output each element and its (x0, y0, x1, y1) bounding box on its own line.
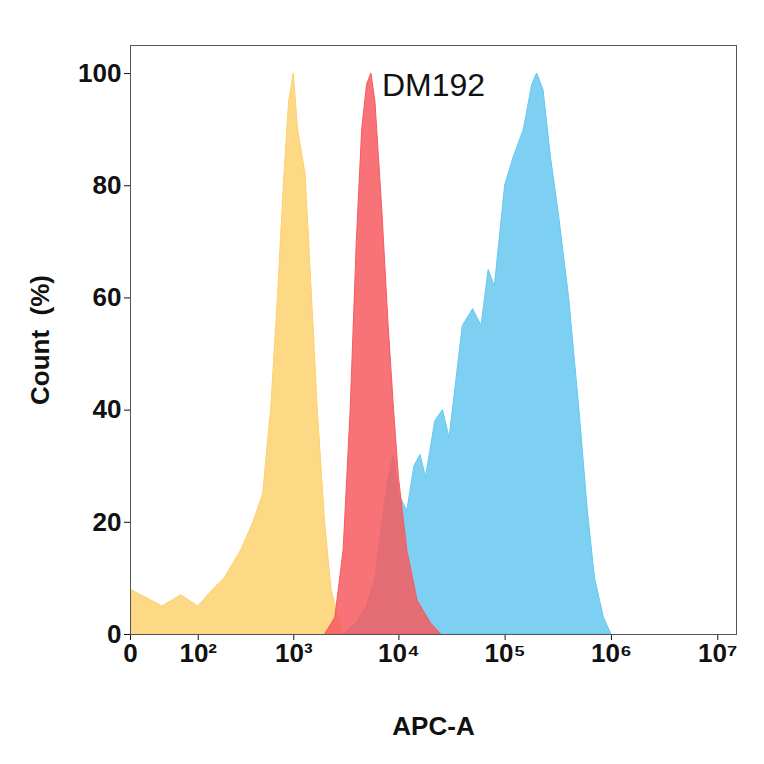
svg-text:10⁴: 10⁴ (378, 638, 420, 668)
svg-text:80: 80 (93, 170, 122, 200)
svg-text:100: 100 (78, 58, 121, 88)
svg-text:Count (%): Count (%) (25, 275, 55, 405)
svg-text:APC-A: APC-A (392, 711, 475, 741)
svg-text:0: 0 (107, 619, 121, 649)
svg-text:10⁶: 10⁶ (591, 638, 632, 668)
svg-text:60: 60 (93, 282, 122, 312)
svg-text:40: 40 (93, 394, 122, 424)
svg-text:10²: 10² (179, 638, 217, 668)
svg-text:0: 0 (123, 638, 137, 668)
svg-text:10³: 10³ (275, 638, 313, 668)
svg-text:20: 20 (93, 507, 122, 537)
svg-text:10⁷: 10⁷ (698, 638, 738, 668)
svg-text:DM192: DM192 (382, 67, 485, 103)
svg-text:10⁵: 10⁵ (485, 638, 526, 668)
